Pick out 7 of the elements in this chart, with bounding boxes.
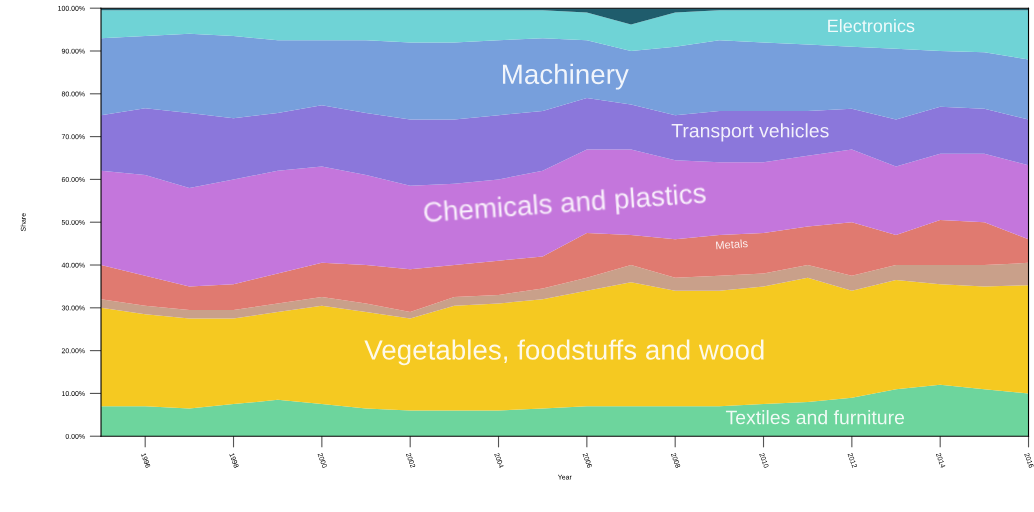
series-label: Metals <box>715 239 748 250</box>
series-label: Chemicals and plastics <box>423 182 707 228</box>
series-label: Electronics <box>828 19 915 33</box>
series-label: Vegetables, foodstuffs and wood <box>364 339 764 366</box>
series-label: Transport vehicles <box>671 123 829 142</box>
series-label: Textiles and furniture <box>725 410 905 425</box>
series-label: Machinery <box>502 63 629 90</box>
